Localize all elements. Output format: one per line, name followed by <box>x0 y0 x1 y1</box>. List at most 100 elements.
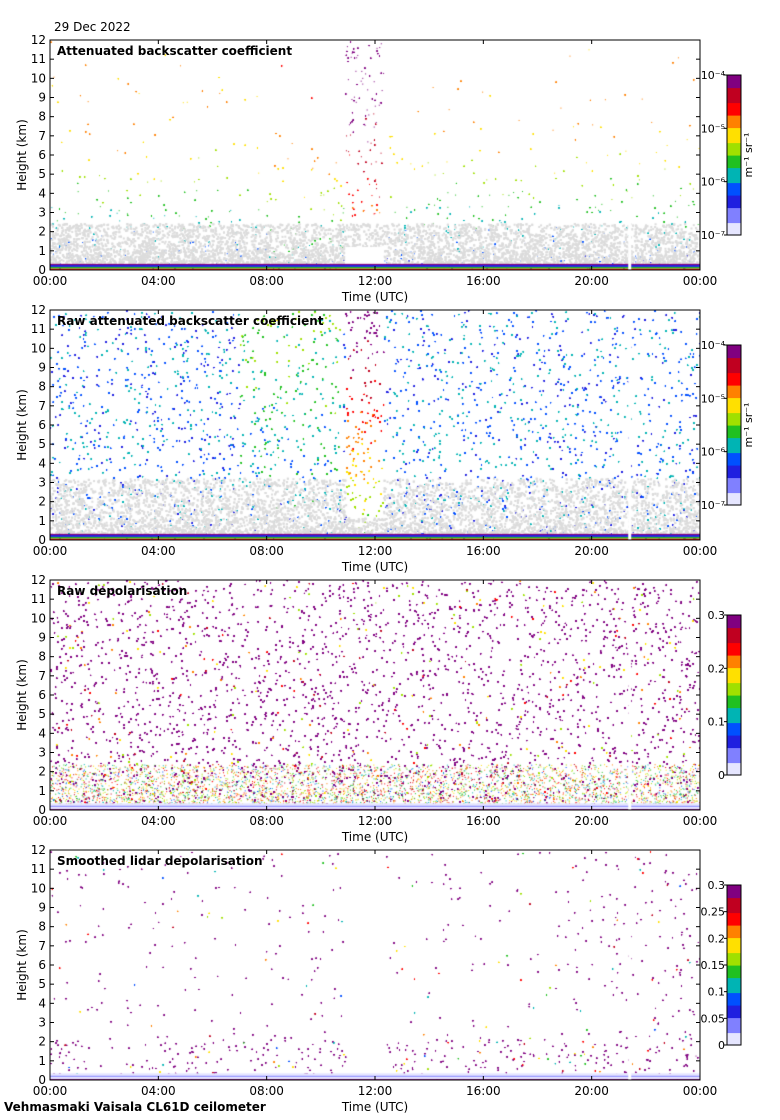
colorbar-segment <box>727 920 741 924</box>
y-axis-label: Height (km) <box>15 929 29 1000</box>
colorbar-segment <box>727 160 741 164</box>
y-tick-label: 7 <box>38 399 46 413</box>
colorbar-segment <box>727 640 741 644</box>
y-tick-label: 12 <box>31 843 46 857</box>
y-tick-label: 3 <box>38 206 46 220</box>
colorbar-segment <box>727 470 741 474</box>
colorbar-segment <box>727 440 741 444</box>
colorbar-segment <box>727 927 741 931</box>
colorbar-segment <box>727 187 741 191</box>
colorbar-segment <box>727 147 741 151</box>
colorbar-segment <box>727 190 741 194</box>
colorbar-segment <box>727 157 741 161</box>
colorbar-segment <box>727 685 741 689</box>
panel-title: Attenuated backscatter coefficient <box>57 44 292 58</box>
colorbar-segment <box>727 462 741 466</box>
colorbar-segment <box>727 720 741 724</box>
colorbar-segment <box>727 432 741 436</box>
colorbar-segment <box>727 1030 741 1034</box>
colorbar-tick-label: 0.3 <box>708 879 726 892</box>
colorbar-segment <box>727 627 741 631</box>
y-tick-label: 6 <box>38 958 46 972</box>
colorbar-tick-label: 0 <box>718 769 725 782</box>
colorbar-tick-label: 10⁻⁴ <box>701 339 726 352</box>
colorbar-segment <box>727 447 741 451</box>
colorbar-segment <box>727 735 741 739</box>
colorbar-segment <box>727 352 741 356</box>
colorbar-tick-label: 10⁻⁵ <box>701 122 725 135</box>
colorbar-segment <box>727 750 741 754</box>
colorbar-tick-label: 0.1 <box>708 986 726 999</box>
colorbar-segment <box>727 192 741 196</box>
colorbar-segment <box>727 740 741 744</box>
colorbar-tick-label: 10⁻⁶ <box>701 446 726 459</box>
colorbar-segment <box>727 182 741 186</box>
colorbar-segment <box>727 77 741 81</box>
colorbar-segment <box>727 690 741 694</box>
colorbar-segment <box>727 385 741 389</box>
y-tick-label: 12 <box>31 573 46 587</box>
colorbar-segment <box>727 710 741 714</box>
colorbar-segment <box>727 730 741 734</box>
colorbar-segment <box>727 982 741 986</box>
colorbar-segment <box>727 402 741 406</box>
x-axis-label: Time (UTC) <box>341 1100 408 1114</box>
colorbar-segment <box>727 662 741 666</box>
y-tick-label: 11 <box>31 52 46 66</box>
colorbar-segment <box>727 185 741 189</box>
colorbar-segment <box>727 907 741 911</box>
colorbar-segment <box>727 410 741 414</box>
colorbar-segment <box>727 217 741 221</box>
colorbar-segment <box>727 405 741 409</box>
colorbar-segment <box>727 415 741 419</box>
colorbar-segment <box>727 145 741 149</box>
colorbar-tick-label: 0.2 <box>708 932 726 945</box>
date-label: 29 Dec 2022 <box>54 20 131 34</box>
colorbar-tick-label: 0.2 <box>708 662 726 675</box>
colorbar-segment <box>727 745 741 749</box>
colorbar-segment <box>727 170 741 174</box>
colorbar-segment <box>727 1005 741 1009</box>
y-tick-label: 7 <box>38 939 46 953</box>
y-tick-label: 0 <box>38 803 46 817</box>
y-tick-label: 0 <box>38 263 46 277</box>
colorbar-segment <box>727 887 741 891</box>
colorbar-segment <box>727 910 741 914</box>
y-tick-label: 5 <box>38 167 46 181</box>
colorbar-segment <box>727 670 741 674</box>
colorbar-segment <box>727 1032 741 1036</box>
y-tick-label: 7 <box>38 669 46 683</box>
x-tick-label: 12:00 <box>358 274 393 288</box>
colorbar-segment <box>727 467 741 471</box>
colorbar-segment <box>727 895 741 899</box>
colorbar-segment <box>727 917 741 921</box>
colorbar-segment <box>727 135 741 139</box>
colorbar-segment <box>727 455 741 459</box>
x-tick-label: 04:00 <box>141 814 176 828</box>
colorbar-segment <box>727 1037 741 1041</box>
colorbar-segment <box>727 207 741 211</box>
colorbar-segment <box>727 180 741 184</box>
colorbar-segment <box>727 702 741 706</box>
y-axis-label: Height (km) <box>15 659 29 730</box>
colorbar-segment <box>727 390 741 394</box>
colorbar-segment <box>727 430 741 434</box>
colorbar-segment <box>727 175 741 179</box>
colorbar-segment <box>727 722 741 726</box>
colorbar-segment <box>727 112 741 116</box>
colorbar-segment <box>727 732 741 736</box>
colorbar-segment <box>727 140 741 144</box>
colorbar-segment <box>727 977 741 981</box>
colorbar-segment <box>727 955 741 959</box>
colorbar-segment <box>727 632 741 636</box>
colorbar-segment <box>727 222 741 226</box>
y-tick-label: 12 <box>31 303 46 317</box>
colorbar-segment <box>727 412 741 416</box>
x-tick-label: 04:00 <box>141 1084 176 1098</box>
colorbar-frame <box>726 74 742 236</box>
colorbar-segment <box>727 205 741 209</box>
colorbar-segment <box>727 700 741 704</box>
colorbar-segment <box>727 370 741 374</box>
colorbar-segment <box>727 937 741 941</box>
